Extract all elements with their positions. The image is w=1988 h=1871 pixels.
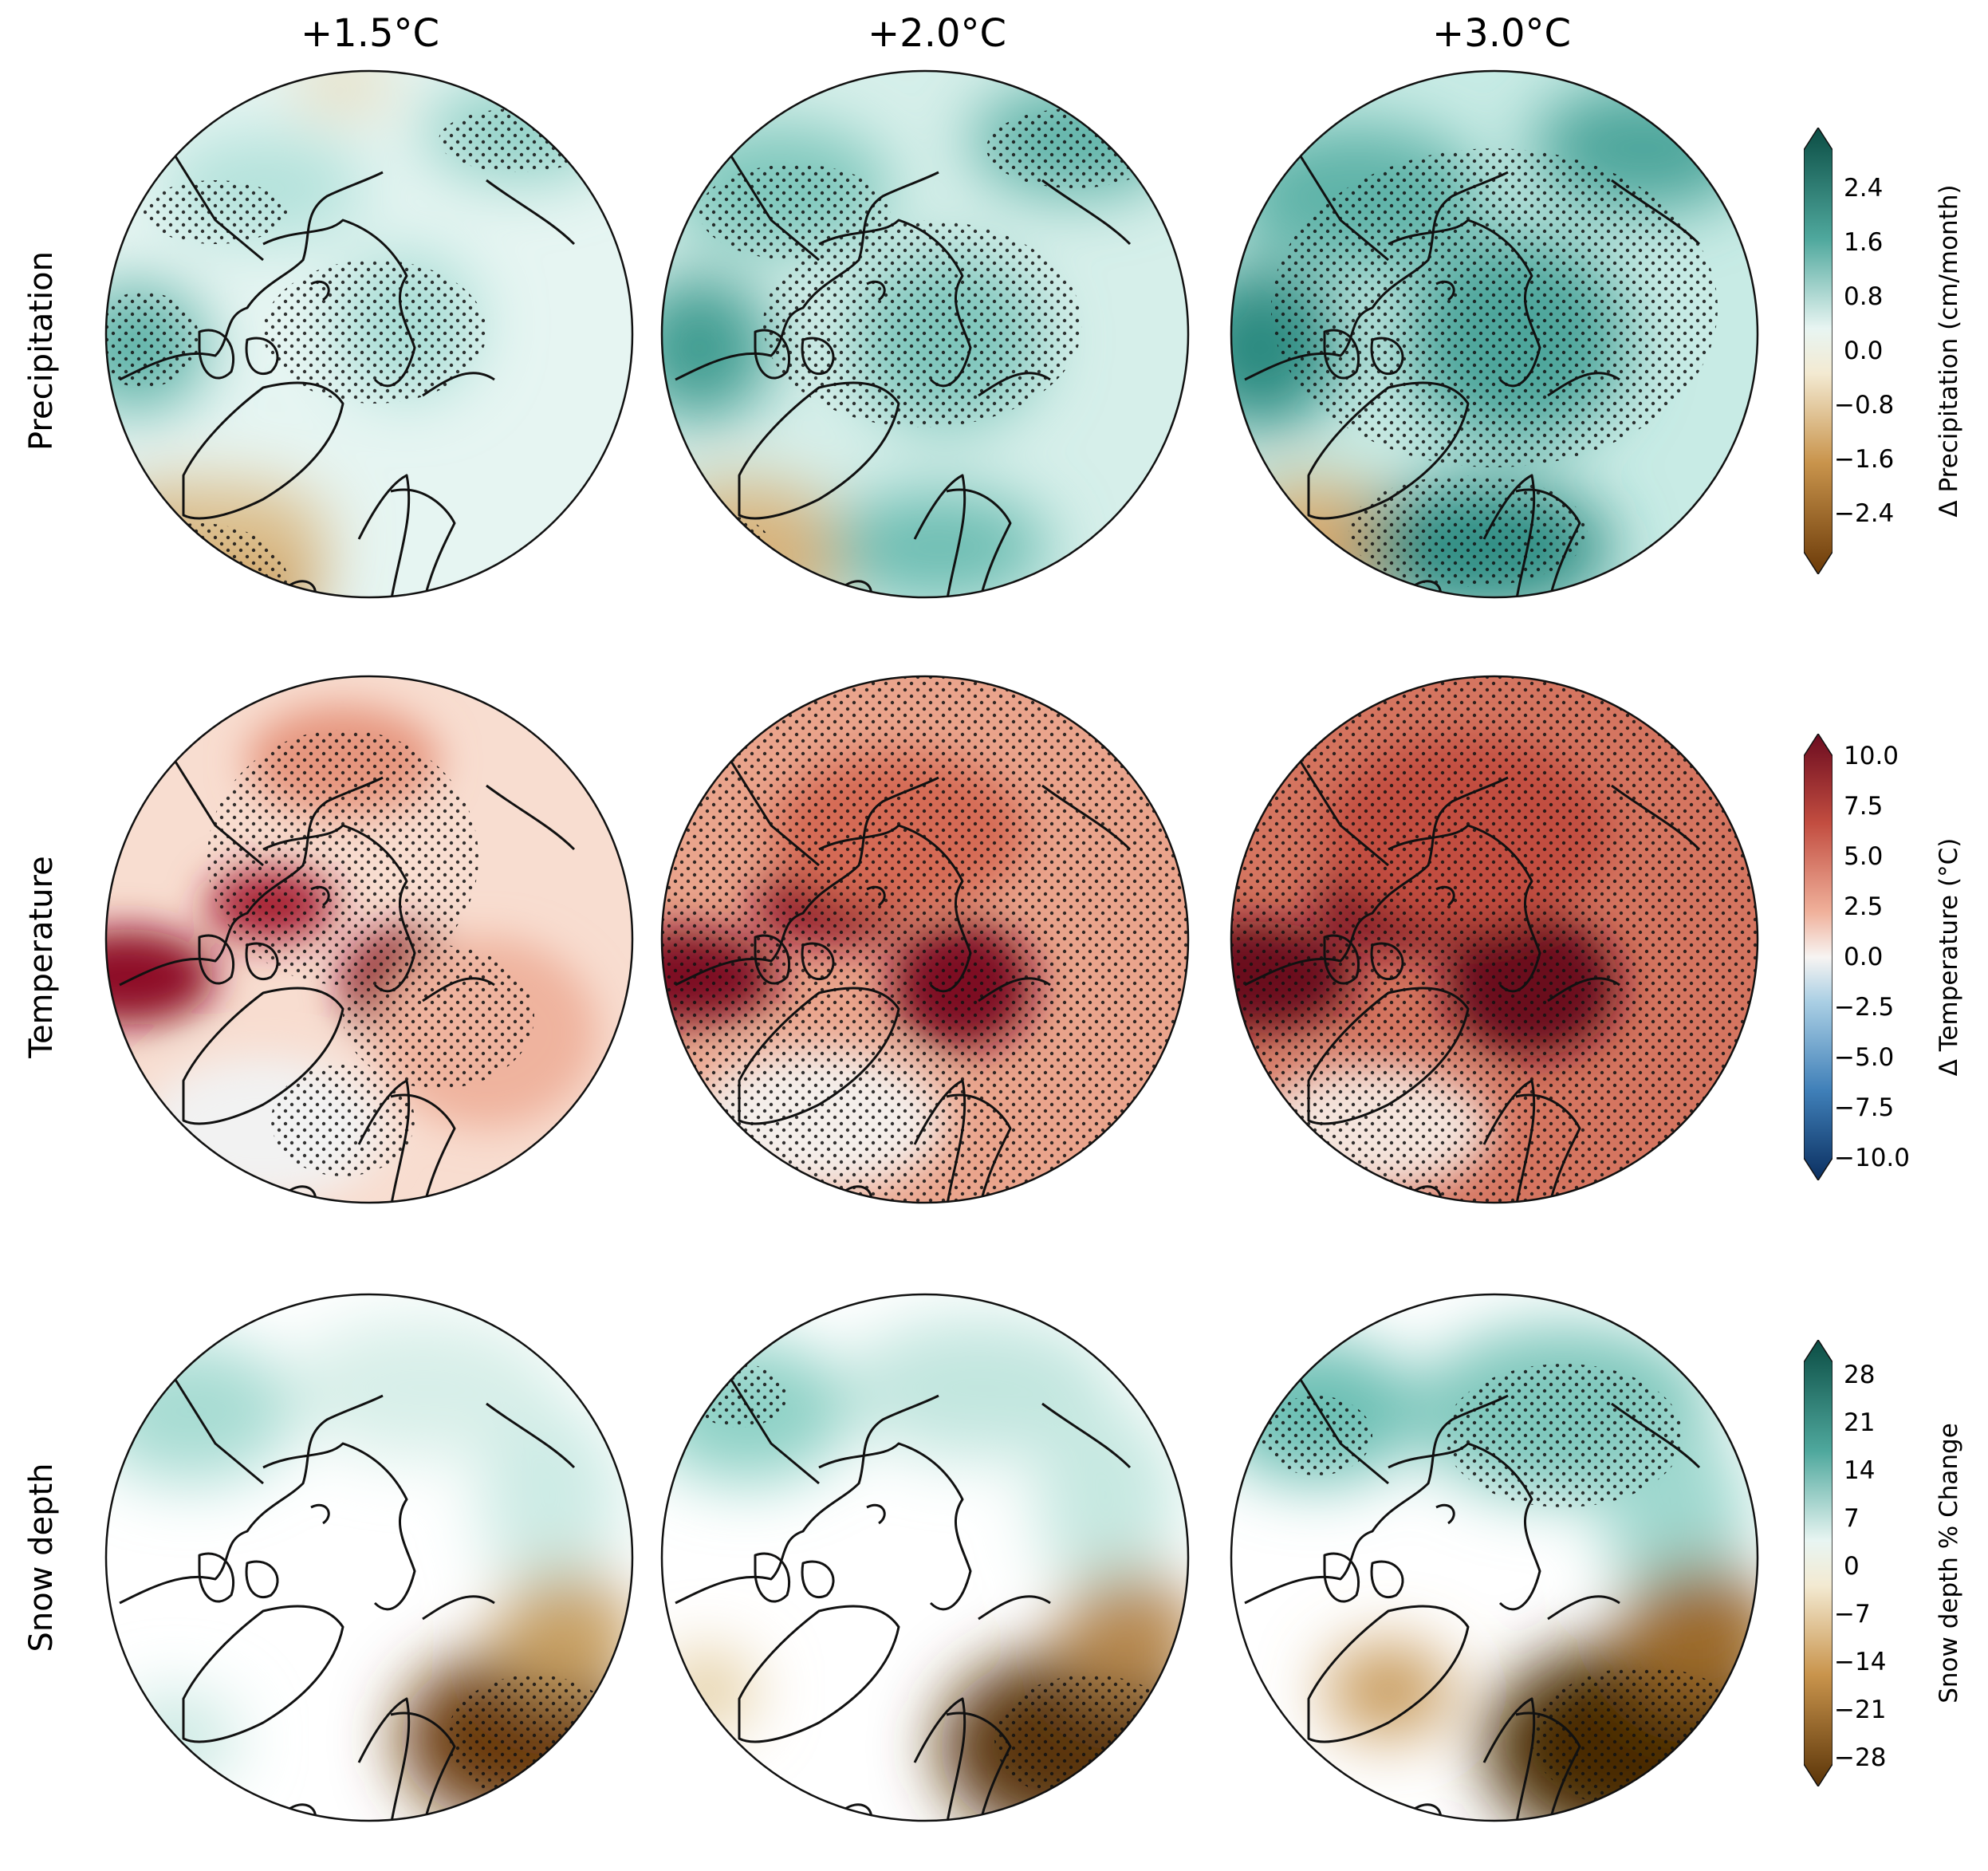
snow-tick: −7 bbox=[1834, 1600, 1871, 1629]
colorbar-snow-depth bbox=[1803, 1338, 1833, 1788]
temp-tick: −5.0 bbox=[1834, 1043, 1895, 1072]
snow-tick: 14 bbox=[1844, 1456, 1876, 1485]
snow-tick: 28 bbox=[1844, 1361, 1876, 1389]
row-label-temperature: Temperature bbox=[23, 856, 60, 1058]
map-precipitation-1-5 bbox=[104, 69, 635, 600]
map-precipitation-3-0 bbox=[1229, 69, 1760, 600]
precip-tick: −2.4 bbox=[1834, 499, 1895, 528]
temp-tick: 5.0 bbox=[1844, 842, 1884, 871]
temp-tick: 2.5 bbox=[1844, 892, 1884, 921]
map-temperature-1-5 bbox=[104, 674, 635, 1205]
colorbar-precipitation bbox=[1803, 126, 1833, 576]
temp-tick: −2.5 bbox=[1834, 993, 1895, 1022]
precip-tick: −0.8 bbox=[1834, 391, 1895, 419]
colorbar-temperature bbox=[1803, 732, 1833, 1182]
column-title-3-0: +3.0°C bbox=[1431, 11, 1572, 56]
map-snow-depth-3-0 bbox=[1229, 1292, 1760, 1823]
row-label-snow-depth: Snow depth bbox=[23, 1463, 60, 1652]
snow-tick: 21 bbox=[1844, 1408, 1876, 1437]
temp-tick: 10.0 bbox=[1844, 742, 1899, 770]
map-precipitation-2-0 bbox=[659, 69, 1191, 600]
precip-tick: 1.6 bbox=[1844, 228, 1884, 257]
colorbar-label-temperature: Δ Temperature (°C) bbox=[1935, 837, 1963, 1077]
precip-tick: 0.0 bbox=[1844, 337, 1884, 365]
precip-tick: 2.4 bbox=[1844, 174, 1884, 203]
colorbar-label-precipitation: Δ Precipitation (cm/month) bbox=[1935, 184, 1963, 518]
map-temperature-3-0 bbox=[1229, 674, 1760, 1205]
snow-tick: 0 bbox=[1844, 1552, 1860, 1581]
column-title-1-5: +1.5°C bbox=[300, 11, 440, 56]
temp-tick: 7.5 bbox=[1844, 792, 1884, 821]
temp-tick: 0.0 bbox=[1844, 943, 1884, 971]
map-snow-depth-2-0 bbox=[659, 1292, 1191, 1823]
map-snow-depth-1-5 bbox=[104, 1292, 635, 1823]
column-title-2-0: +2.0°C bbox=[867, 11, 1007, 56]
snow-tick: −14 bbox=[1834, 1648, 1887, 1676]
snow-tick: −28 bbox=[1834, 1743, 1887, 1772]
row-label-precipitation: Precipitation bbox=[23, 250, 60, 451]
precip-tick: −1.6 bbox=[1834, 445, 1895, 474]
temp-tick: −7.5 bbox=[1834, 1093, 1895, 1122]
colorbar-label-snow-depth: Snow depth % Change bbox=[1935, 1423, 1963, 1704]
snow-tick: −21 bbox=[1834, 1696, 1887, 1724]
temp-tick: −10.0 bbox=[1834, 1144, 1910, 1172]
map-temperature-2-0 bbox=[659, 674, 1191, 1205]
precip-tick: 0.8 bbox=[1844, 282, 1884, 311]
snow-tick: 7 bbox=[1844, 1504, 1860, 1533]
